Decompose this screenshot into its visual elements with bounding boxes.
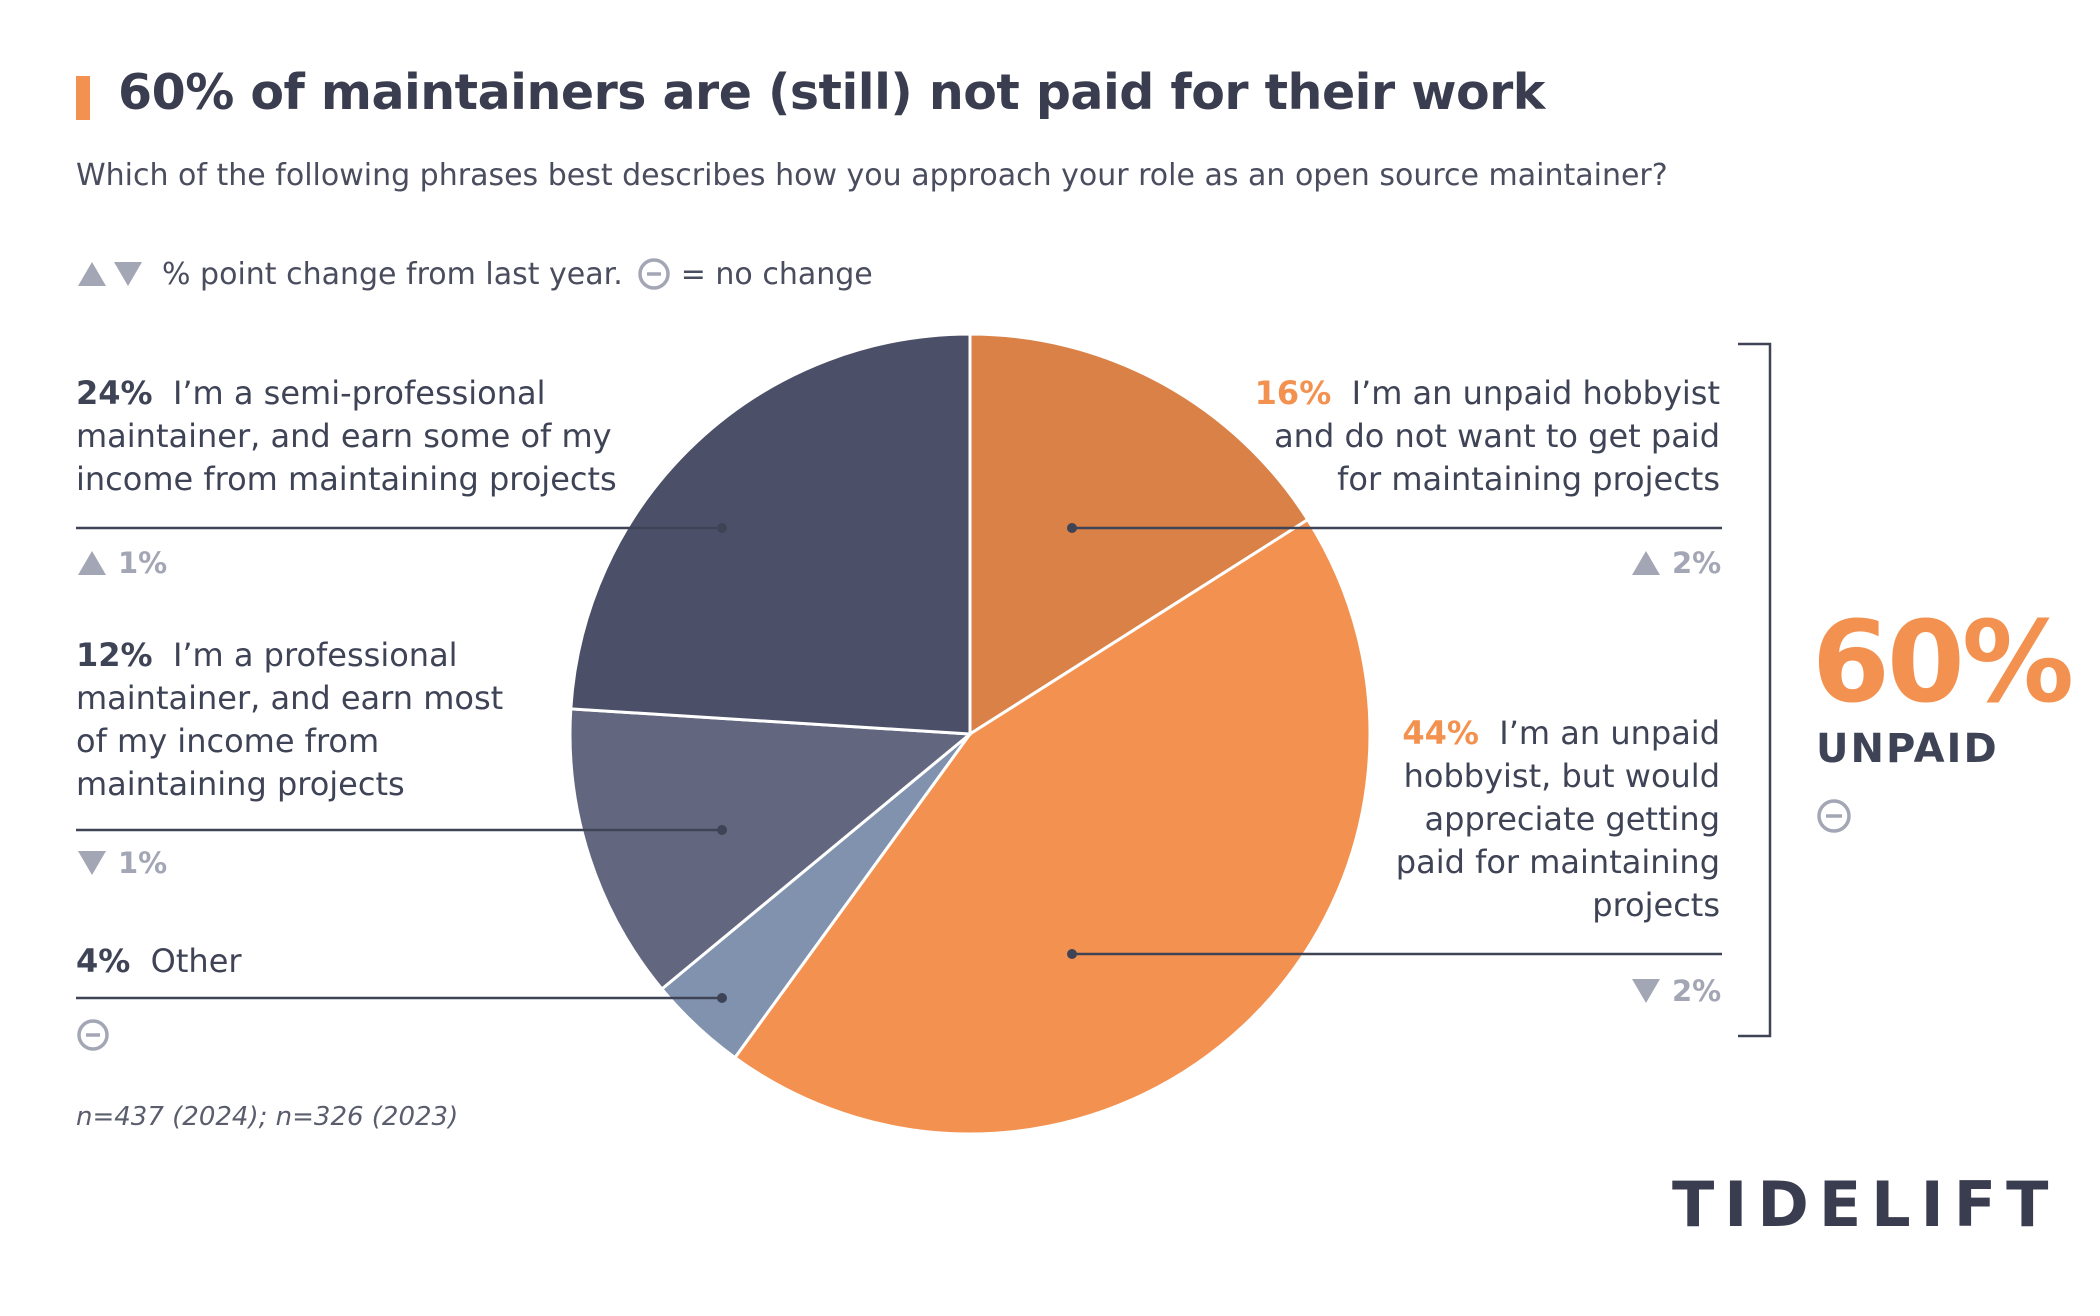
change-semi-professional: 1% (76, 546, 167, 580)
slice-semi-professional (569, 332, 972, 736)
change-unpaid-wanting: 2% (1630, 974, 1721, 1008)
legend-nochange-text: = no change (680, 256, 873, 292)
slice-professional (568, 707, 974, 992)
no-change-icon (638, 258, 670, 290)
label-unpaid-not-wanting: 16% I’m an unpaid hobbyist and do not wa… (1220, 372, 1720, 501)
sample-size-note: n=437 (2024); n=326 (2023) (76, 1102, 459, 1132)
unpaid-total-value: 60% (1812, 598, 2074, 728)
text-semi-professional: I’m a semi-professional maintainer, and … (76, 374, 617, 498)
text-professional: I’m a professional maintainer, and earn … (76, 636, 504, 803)
tidelift-logo: TIDELIFT (1672, 1168, 2059, 1241)
change-legend: % point change from last year. = no chan… (76, 254, 873, 294)
no-change-icon (1817, 799, 1851, 833)
text-other: Other (150, 942, 242, 980)
leader-unpaid-wanting-dot (1067, 949, 1077, 959)
text-unpaid-wanting: I’m an unpaid hobbyist, but would apprec… (1395, 714, 1720, 924)
triangle-down-icon (78, 851, 106, 875)
pct-professional: 12% (76, 636, 153, 674)
leader-professional-dot (717, 825, 727, 835)
change-unpaid-not-wanting: 2% (1630, 546, 1721, 580)
chart-title: 60% of maintainers are (still) not paid … (118, 64, 1545, 121)
label-professional: 12% I’m a professional maintainer, and e… (76, 634, 516, 806)
text-unpaid-not-wanting: I’m an unpaid hobbyist and do not want t… (1274, 374, 1720, 498)
label-semi-professional: 24% I’m a semi-professional maintainer, … (76, 372, 636, 501)
pct-unpaid-wanting: 44% (1402, 714, 1479, 752)
legend-change-text: % point change from last year. (162, 256, 623, 292)
pct-other: 4% (76, 942, 131, 980)
leader-unpaid-not-wanting-dot (1067, 523, 1077, 533)
unpaid-bracket (1738, 342, 1772, 1038)
pct-unpaid-not-wanting: 16% (1254, 374, 1332, 412)
leader-semi-professional-dot (717, 523, 727, 533)
change-other (76, 1018, 120, 1052)
slice-unpaid-not-wanting (968, 332, 1310, 737)
label-other: 4% Other (76, 940, 476, 983)
triangle-up-icon (78, 262, 106, 286)
unpaid-total-label: UNPAID (1816, 726, 1999, 772)
title-accent-bar (76, 76, 90, 120)
slice-unpaid-wanting (732, 517, 1372, 1136)
chart-subtitle: Which of the following phrases best desc… (76, 158, 1668, 193)
label-unpaid-wanting: 44% I’m an unpaid hobbyist, but would ap… (1360, 712, 1720, 927)
triangle-up-icon (1632, 551, 1660, 575)
change-professional: 1% (76, 846, 167, 880)
leader-other-dot (717, 993, 727, 1003)
pct-semi-professional: 24% (76, 374, 153, 412)
triangle-down-icon (1632, 979, 1660, 1003)
triangle-down-icon (114, 262, 142, 286)
no-change-icon (77, 1019, 109, 1051)
triangle-up-icon (78, 551, 106, 575)
